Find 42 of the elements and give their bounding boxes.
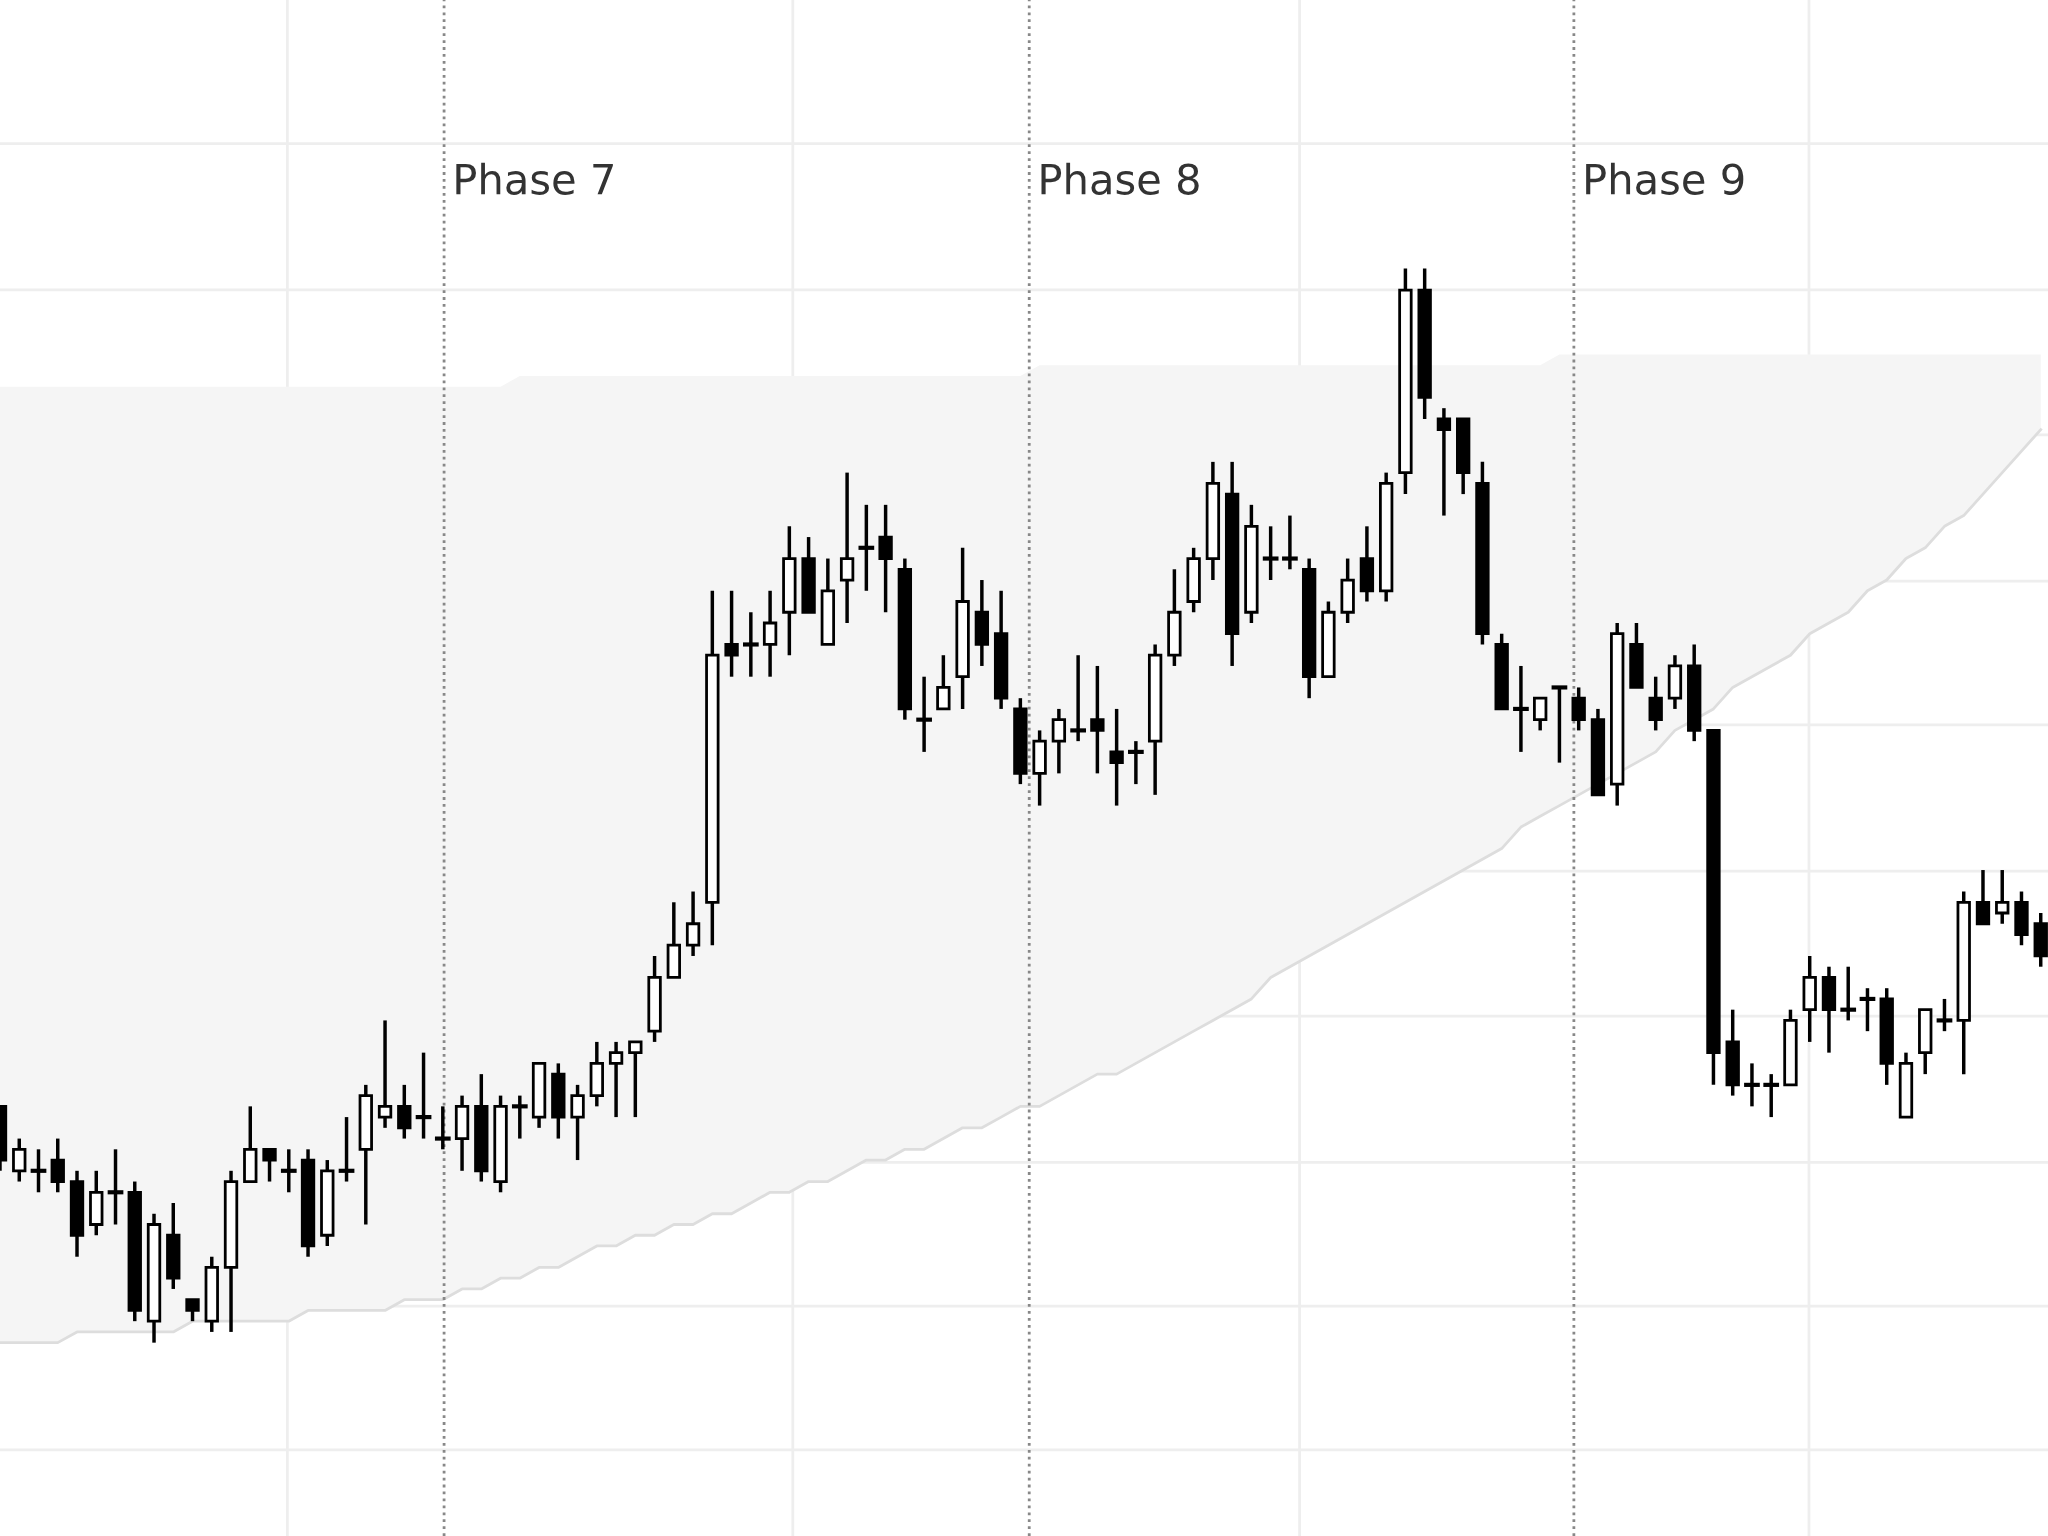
candlestick — [1128, 741, 1144, 786]
candlestick — [858, 504, 875, 591]
candlestick — [936, 655, 951, 711]
candlestick — [1975, 870, 1991, 926]
candlestick — [1090, 664, 1105, 774]
candlestick — [628, 1040, 643, 1119]
candlestick — [1513, 664, 1529, 752]
candlestick — [878, 504, 893, 613]
candlestick — [608, 1040, 624, 1119]
candlestick — [1995, 870, 2010, 924]
candlestick — [338, 1117, 355, 1182]
candlestick — [1282, 515, 1298, 570]
candlestick — [185, 1298, 200, 1322]
candlestick — [107, 1149, 124, 1225]
candlestick — [1859, 988, 1876, 1032]
candlestick — [724, 590, 739, 677]
candlestick — [1070, 655, 1086, 742]
candlestick — [30, 1149, 47, 1193]
text: Phase 8 — [1041, 162, 1199, 195]
candlestick — [1551, 685, 1568, 763]
candlestick — [916, 676, 932, 752]
candlestick — [397, 1083, 412, 1139]
candlestick — [762, 590, 778, 677]
candlestick — [570, 1083, 585, 1162]
candlestick — [12, 1138, 27, 1182]
candlestick — [1436, 408, 1452, 516]
candlestick — [1744, 1063, 1760, 1107]
candlestick — [685, 891, 701, 956]
candlestick — [839, 472, 855, 623]
candlestick — [1262, 526, 1279, 581]
text: Phase 9 — [1586, 162, 1744, 195]
candlestick — [1936, 997, 1953, 1032]
candlestick — [50, 1138, 65, 1193]
candlestick — [1109, 707, 1124, 806]
text: Phase 7 — [456, 162, 613, 195]
candlestick — [1648, 676, 1663, 731]
candlestick — [262, 1147, 277, 1182]
candlestick — [377, 1020, 393, 1128]
candlestick — [415, 1052, 432, 1139]
candlestick — [1533, 696, 1548, 731]
candlestick — [1051, 707, 1067, 774]
candlestick — [1571, 687, 1586, 731]
